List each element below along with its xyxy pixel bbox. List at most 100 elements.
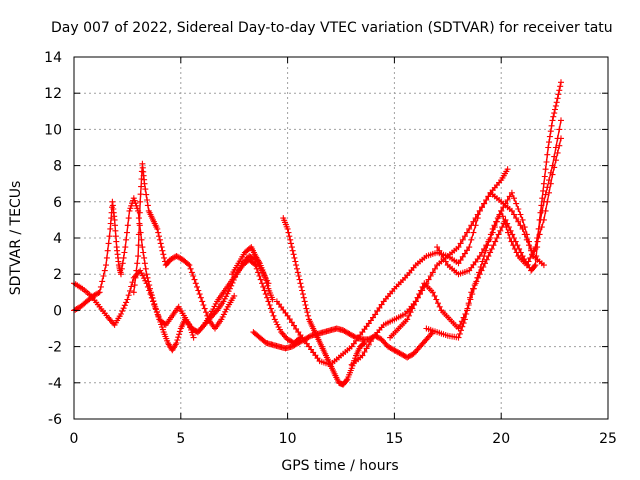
data-point (137, 191, 144, 198)
data-point (405, 353, 412, 360)
data-point (544, 198, 551, 205)
data-point (257, 276, 264, 283)
data-point (478, 267, 485, 274)
data-point (105, 240, 112, 247)
data-point (390, 346, 397, 353)
data-point (513, 215, 520, 222)
data-point (144, 274, 151, 281)
data-point (290, 251, 297, 258)
y-tick-label: 12 (44, 86, 62, 102)
x-tick-label: 10 (279, 431, 297, 447)
data-point (301, 298, 308, 305)
data-point (376, 304, 383, 311)
data-point (145, 278, 152, 285)
data-point (303, 305, 310, 312)
data-point (461, 233, 468, 240)
data-point (269, 309, 276, 316)
data-point (502, 200, 509, 207)
data-point (122, 244, 129, 251)
data-point (135, 231, 142, 238)
data-point (142, 186, 149, 193)
data-point (159, 247, 166, 254)
data-point (347, 331, 354, 338)
series-layer (71, 79, 564, 388)
data-point (127, 287, 133, 294)
data-point (139, 272, 146, 279)
series-line (133, 163, 235, 330)
data-point (410, 350, 417, 357)
series-line (231, 245, 274, 300)
data-point (517, 211, 524, 218)
data-point (438, 251, 445, 258)
data-point (534, 238, 541, 245)
data-point (558, 135, 564, 142)
data-point (458, 327, 464, 334)
data-point (143, 191, 150, 198)
data-point (111, 216, 118, 223)
data-point (545, 144, 552, 151)
data-point (144, 197, 151, 203)
data-point (176, 331, 183, 338)
data-point (189, 332, 196, 338)
data-point (119, 260, 126, 267)
data-point (442, 258, 449, 265)
data-point (558, 117, 564, 124)
data-point (419, 340, 426, 347)
data-point (124, 229, 130, 236)
data-point (288, 319, 295, 326)
data-point (147, 285, 153, 292)
data-point (342, 328, 349, 335)
data-point (194, 283, 200, 290)
data-point (455, 260, 462, 267)
data-point (496, 213, 503, 220)
data-point (495, 231, 502, 238)
data-point (372, 311, 379, 318)
data-point (388, 345, 395, 352)
data-point (360, 340, 367, 347)
data-point (488, 245, 495, 252)
data-point (187, 265, 194, 272)
data-point (143, 271, 150, 278)
data-point (466, 225, 473, 232)
data-point (459, 253, 466, 260)
data-point (521, 224, 528, 231)
data-point (264, 282, 271, 289)
data-point (118, 311, 124, 317)
data-point (460, 320, 467, 327)
data-point (141, 180, 148, 187)
data-point (516, 245, 523, 252)
data-point (300, 291, 306, 298)
data-point (284, 312, 291, 319)
data-point (107, 220, 114, 227)
data-point (146, 282, 153, 289)
series-arc-3 (130, 160, 238, 332)
series-arc-4 (229, 244, 276, 303)
data-point (464, 229, 470, 236)
data-point (113, 238, 120, 245)
data-point (490, 242, 497, 249)
data-point (515, 206, 522, 212)
data-point (512, 238, 519, 245)
data-point (544, 151, 551, 158)
data-point (296, 335, 303, 342)
data-point (549, 117, 556, 124)
data-point (508, 207, 515, 214)
data-point (464, 305, 471, 312)
data-point (536, 231, 543, 238)
data-point (552, 144, 559, 151)
data-point (155, 229, 162, 236)
data-point (550, 113, 557, 120)
data-point (413, 347, 420, 354)
data-point (173, 340, 180, 346)
data-point (262, 274, 268, 281)
data-point (417, 287, 424, 294)
data-point (459, 236, 466, 243)
data-point (154, 225, 161, 232)
data-point (476, 271, 483, 278)
data-point (192, 280, 199, 287)
data-point (118, 271, 124, 278)
data-point (132, 274, 139, 281)
data-point (96, 289, 103, 296)
data-point (476, 207, 483, 214)
data-point (361, 349, 368, 355)
